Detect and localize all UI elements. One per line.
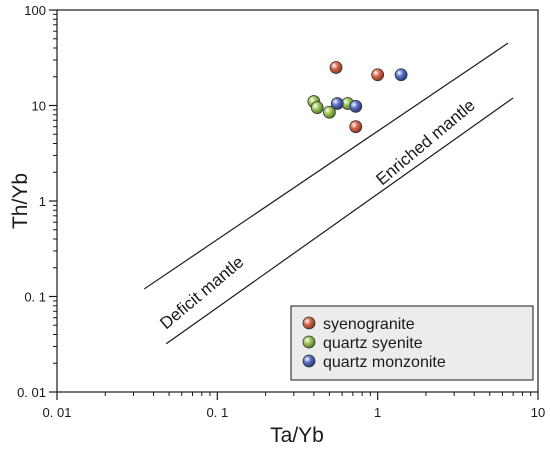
legend-marker-quartz-monzonite (302, 354, 316, 368)
x-tick-label: 0. 01 (43, 405, 72, 420)
y-tick-label: 1 (39, 194, 46, 209)
mantle-boundary-lines (143, 42, 514, 345)
legend-label-quartz-monzonite: quartz monzonite (323, 354, 446, 371)
x-tick-label: 1 (374, 405, 381, 420)
data-point-syenogranite (371, 68, 385, 82)
data-point-quartz-monzonite (349, 99, 363, 113)
data-point-quartz-monzonite (394, 68, 408, 82)
data-point-quartz-syenite (310, 101, 324, 115)
x-axis-title: Ta/Yb (270, 424, 324, 447)
legend-label-quartz-syenite: quartz syenite (323, 335, 423, 352)
lower-boundary-line (165, 97, 514, 345)
data-point-syenogranite (329, 61, 343, 74)
upper-boundary-line (143, 42, 509, 290)
y-tick-label: 0. 01 (17, 385, 46, 400)
y-axis-ticks (49, 9, 57, 393)
x-tick-label: 0. 1 (206, 405, 228, 420)
y-tick-label: 0. 1 (24, 290, 46, 305)
x-tick-label: 10 (531, 405, 545, 420)
region-label-deficit: Deficit mantle (156, 252, 247, 333)
x-axis-tick-labels: 0. 01 0. 1 1 10 (43, 405, 546, 420)
data-point-quartz-monzonite (330, 97, 344, 110)
y-tick-label: 100 (24, 3, 46, 18)
legend-label-syenogranite: syenogranite (323, 316, 415, 333)
legend-box (290, 305, 534, 381)
data-points (307, 61, 408, 134)
y-axis-tick-labels: 0. 01 0. 1 1 10 100 (17, 3, 46, 400)
y-axis-title: Th/Yb (9, 173, 32, 229)
data-point-syenogranite (349, 120, 363, 134)
x-axis-ticks (56, 392, 539, 400)
legend-marker-syenogranite (302, 316, 316, 330)
region-label-enriched: Enriched mantle (372, 96, 478, 190)
legend-marker-quartz-syenite (302, 335, 316, 349)
data-point-quartz-syenite (323, 105, 336, 119)
legend: syenogranite quartz syenite quartz monzo… (290, 305, 534, 381)
y-tick-label: 10 (32, 99, 46, 114)
